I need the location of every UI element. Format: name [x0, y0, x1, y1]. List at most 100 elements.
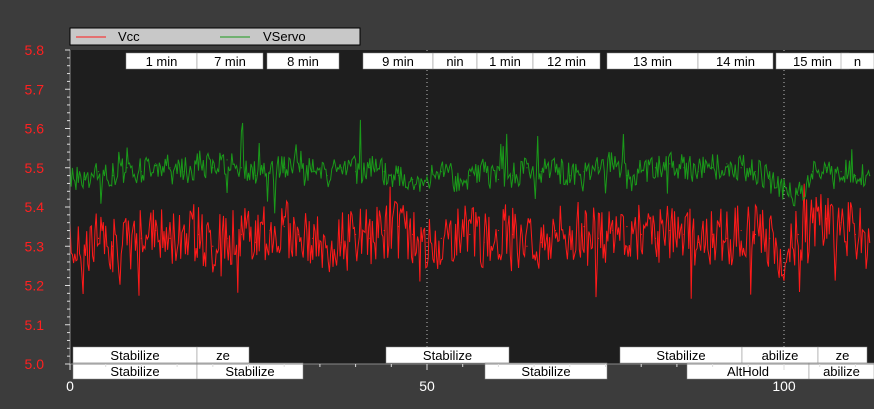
data-point-vservo-7	[169, 167, 171, 169]
data-point-vservo-45	[712, 167, 714, 169]
data-point-vservo-30	[497, 178, 499, 181]
data-point-vservo-20	[355, 171, 357, 173]
data-point-vcc-8	[183, 226, 185, 228]
data-point-vcc-26	[440, 237, 442, 239]
data-point-vcc-4	[126, 241, 128, 243]
data-point-vcc-48	[754, 233, 757, 236]
data-point-vcc-14	[269, 229, 271, 232]
data-point-vservo-47	[740, 167, 742, 169]
time-label-box-6	[532, 52, 601, 70]
data-point-vservo-14	[269, 171, 271, 173]
data-point-vservo-44	[697, 171, 699, 173]
data-point-vservo-40	[640, 171, 642, 173]
mode-label-top-4: abilize	[762, 348, 799, 363]
data-point-vcc-27	[454, 229, 457, 232]
y-tick-label-8: 5.8	[25, 42, 45, 58]
y-tick-label-7: 5.7	[25, 81, 45, 97]
data-point-vservo-10	[212, 167, 214, 169]
mode-label-bottom-2: Stabilize	[521, 364, 570, 379]
y-tick-label-1: 5.1	[25, 317, 45, 333]
data-point-vservo-1	[83, 178, 85, 181]
data-point-vcc-18	[326, 245, 328, 247]
data-point-vservo-38	[612, 163, 614, 165]
data-point-vservo-33	[540, 171, 542, 173]
y-tick-label-2: 5.2	[25, 278, 45, 294]
data-point-vcc-29	[483, 241, 485, 243]
data-point-vcc-56	[869, 241, 871, 243]
data-point-vcc-55	[854, 233, 857, 236]
data-point-vcc-13	[255, 241, 257, 243]
time-label-0: 1 min	[146, 54, 178, 69]
data-point-vservo-13	[255, 175, 257, 177]
data-point-vcc-54	[840, 222, 842, 224]
data-point-vservo-17	[312, 171, 314, 173]
data-point-vcc-20	[355, 233, 357, 236]
data-point-vcc-11	[226, 237, 228, 239]
data-point-vcc-6	[155, 229, 157, 232]
data-point-vservo-25	[426, 175, 428, 177]
data-point-vcc-34	[554, 229, 557, 232]
data-point-vservo-51	[797, 194, 799, 196]
data-point-vservo-50	[783, 190, 785, 192]
time-label-8: 14 min	[716, 54, 755, 69]
data-point-vcc-19	[340, 241, 342, 243]
mode-label-bottom-box-2	[484, 362, 608, 380]
data-point-vservo-27	[454, 178, 457, 181]
mode-label-top-2: Stabilize	[423, 348, 472, 363]
data-point-vservo-19	[340, 167, 342, 169]
data-point-vservo-37	[597, 167, 599, 169]
data-point-vservo-43	[683, 167, 685, 169]
mode-label-top-0: Stabilize	[110, 348, 159, 363]
data-point-vservo-53	[826, 167, 828, 169]
legend: Vcc VServo	[69, 27, 361, 46]
data-point-vservo-55	[854, 175, 857, 177]
data-point-vcc-30	[497, 229, 499, 232]
vertical-markers	[426, 50, 785, 364]
data-point-vservo-21	[369, 167, 371, 169]
data-point-vservo-12	[240, 167, 242, 169]
data-point-vcc-33	[540, 241, 542, 243]
time-label-box-10	[840, 52, 874, 70]
data-point-vcc-23	[397, 226, 400, 228]
data-point-vservo-4	[126, 167, 128, 169]
data-point-vservo-15	[283, 167, 285, 169]
data-point-vcc-44	[697, 241, 699, 243]
mode-label-top-3: Stabilize	[656, 348, 705, 363]
plot-area	[70, 50, 874, 364]
data-point-vcc-21	[369, 237, 371, 239]
data-point-vcc-5	[140, 237, 142, 239]
data-point-vservo-28	[469, 175, 471, 177]
mode-label-bottom-box-1	[196, 362, 304, 380]
y-tick-label-4: 5.4	[25, 199, 45, 215]
mode-label-top-5: ze	[836, 348, 850, 363]
time-label-3: 9 min	[382, 54, 414, 69]
data-point-vservo-16	[297, 163, 300, 165]
data-point-vcc-36	[583, 226, 585, 228]
data-point-vservo-35	[569, 175, 571, 177]
data-point-vcc-7	[169, 237, 171, 239]
y-axis: 5.0 5.1 5.2 5.3 5.4 5.5 5.6 5.7 5.8	[25, 42, 71, 372]
data-point-vservo-36	[583, 171, 585, 173]
time-labels: 1 min 7 min 8 min 9 min nin 1 min 12 min 13 min…	[125, 52, 874, 70]
mode-label-top-box-2	[385, 346, 510, 364]
data-point-vcc-35	[569, 233, 571, 236]
data-point-vservo-39	[626, 175, 628, 177]
data-point-vcc-10	[212, 245, 214, 247]
data-point-vcc-46	[726, 237, 728, 239]
data-point-vcc-45	[712, 233, 714, 236]
mode-label-bottom-1: Stabilize	[225, 364, 274, 379]
data-point-vcc-22	[383, 229, 385, 232]
data-point-vcc-47	[740, 229, 742, 232]
legend-label-vcc: Vcc	[118, 29, 140, 44]
mode-label-bottom-4: abilize	[823, 364, 860, 379]
data-point-vcc-17	[312, 237, 314, 239]
data-point-vservo-9	[197, 163, 200, 165]
legend-box	[69, 27, 361, 46]
x-tick-label-0: 0	[66, 378, 74, 394]
data-point-vcc-53	[826, 218, 828, 220]
data-point-vcc-51	[797, 233, 799, 236]
time-label-1: 7 min	[214, 54, 246, 69]
data-point-vservo-52	[811, 171, 814, 173]
data-point-vservo-56	[869, 175, 871, 177]
